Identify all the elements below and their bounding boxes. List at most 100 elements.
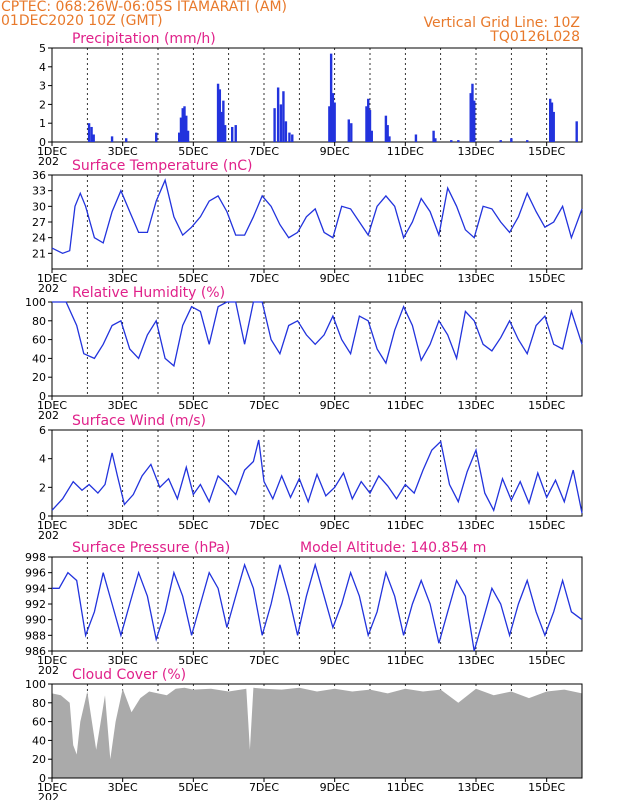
precip-bar: [499, 140, 502, 142]
precip-bar: [90, 126, 93, 142]
panel-4: 986 988 990 992 994 996 998 1DEC 3DEC 5DEC 7DEC 9DE…: [25, 540, 583, 677]
precip-bar: [473, 100, 476, 142]
x-tick-label: 1DEC: [37, 519, 67, 532]
precip-bar: [368, 110, 372, 142]
panel-frame: [51, 47, 583, 143]
panel-title: Relative Humidity (%): [72, 285, 225, 301]
precip-bar: [185, 115, 188, 142]
y-tick-label: 100: [25, 678, 46, 691]
x-tick-label: 13DEC: [457, 272, 494, 285]
x-tick-label: 1DEC: [37, 399, 67, 412]
x-year-stub: 202: [38, 664, 59, 677]
precip-bar: [367, 98, 370, 142]
panel-5: 0 20 40 60 80 100 1DEC 3DEC 5DEC 7DEC 9DEC 11DEC 13D…: [25, 667, 583, 800]
x-tick-label: 11DEC: [387, 519, 424, 532]
y-tick-label: 990: [25, 614, 46, 627]
x-tick-label: 9DEC: [320, 519, 350, 532]
precip-bar: [231, 126, 234, 142]
y-tick-label: 4: [39, 453, 46, 466]
precip-bar: [329, 53, 333, 142]
x-tick-label: 3DEC: [108, 519, 138, 532]
y-tick-label: 24: [32, 232, 46, 245]
y-tick-label: 20: [32, 371, 46, 384]
y-tick-label: 80: [32, 697, 46, 710]
precip-bar: [432, 130, 435, 142]
precip-bar: [222, 100, 225, 142]
x-tick-label: 5DEC: [178, 272, 208, 285]
x-tick-label: 7DEC: [249, 781, 279, 794]
precip-bar: [155, 132, 158, 142]
precip-bar: [388, 136, 391, 142]
x-tick-label: 9DEC: [320, 272, 350, 285]
precip-bar: [331, 93, 335, 142]
x-tick-label: 11DEC: [387, 145, 424, 158]
panel-2: 0 20 40 60 80 100 1DEC 3DEC 5DEC 7DEC 9DEC 11DEC 13D…: [25, 285, 583, 422]
precip-bar: [110, 136, 114, 142]
x-tick-label: 1DEC: [37, 145, 67, 158]
x-tick-label: 15DEC: [528, 272, 565, 285]
precip-bar: [279, 104, 283, 142]
precip-bar: [510, 138, 513, 142]
x-tick-label: 15DEC: [528, 519, 565, 532]
series-line: [52, 301, 583, 368]
x-tick-label: 5DEC: [178, 519, 208, 532]
y-tick-label: 36: [32, 169, 46, 182]
precip-bar: [347, 119, 350, 142]
y-tick-label: 5: [39, 42, 46, 55]
header-grid-note: Vertical Grid Line: 10Z: [423, 15, 580, 31]
precip-bar: [450, 140, 453, 142]
x-tick-label: 13DEC: [457, 654, 494, 667]
precip-bar: [526, 140, 529, 142]
y-tick-label: 33: [32, 185, 46, 198]
x-tick-label: 13DEC: [457, 781, 494, 794]
x-tick-label: 7DEC: [249, 272, 279, 285]
precip-bar: [549, 98, 552, 142]
x-tick-label: 3DEC: [108, 145, 138, 158]
precip-bar: [471, 83, 474, 142]
precip-bar: [365, 106, 368, 142]
precip-bar: [183, 106, 186, 142]
y-tick-label: 60: [32, 716, 46, 729]
x-tick-label: 13DEC: [457, 145, 494, 158]
x-year-stub: 202: [38, 791, 59, 800]
panel-title: Precipitation (mm/h): [72, 31, 216, 47]
x-tick-label: 9DEC: [320, 145, 350, 158]
y-tick-label: 0: [39, 390, 46, 403]
precip-bar: [218, 89, 222, 142]
series-line: [52, 562, 583, 652]
precip-bar: [179, 117, 183, 142]
x-tick-label: 7DEC: [249, 145, 279, 158]
y-tick-label: 20: [32, 753, 46, 766]
y-tick-label: 0: [39, 510, 46, 523]
y-tick-label: 996: [25, 567, 46, 580]
y-tick-label: 1: [39, 117, 46, 130]
precip-bar: [386, 125, 389, 142]
panel-title: Surface Wind (m/s): [72, 413, 206, 429]
precip-bar: [220, 111, 223, 142]
x-tick-label: 13DEC: [457, 399, 494, 412]
precip-bar: [350, 123, 353, 142]
y-tick-label: 60: [32, 334, 46, 347]
x-tick-label: 7DEC: [249, 399, 279, 412]
y-tick-label: 80: [32, 315, 46, 328]
y-tick-label: 4: [39, 61, 46, 74]
header-model: TQ0126L028: [490, 29, 580, 45]
precip-bar: [469, 93, 472, 142]
panel-subtitle: Model Altitude: 140.854 m: [300, 540, 486, 556]
panel-title: Cloud Cover (%): [72, 667, 186, 683]
y-tick-label: 6: [39, 424, 46, 437]
y-tick-label: 40: [32, 734, 46, 747]
panel-frame: [51, 301, 583, 397]
precip-bar: [178, 132, 181, 142]
x-year-stub: 202: [38, 409, 59, 422]
precip-bar: [92, 134, 95, 142]
precip-bar: [333, 102, 336, 142]
panel-1: 21 24 27 30 33 36 1DEC 3DEC 5DEC 7DEC 9DEC 11DEC 13D…: [32, 158, 583, 295]
y-tick-label: 986: [25, 645, 46, 658]
precip-bar: [384, 115, 388, 142]
x-year-stub: 202: [38, 282, 59, 295]
x-tick-label: 5DEC: [178, 781, 208, 794]
x-tick-label: 7DEC: [249, 519, 279, 532]
panel-3: 0 2 4 6 1DEC 3DEC 5DEC 7DEC 9DEC 11DEC 13DEC 15DEC 2…: [37, 413, 583, 542]
